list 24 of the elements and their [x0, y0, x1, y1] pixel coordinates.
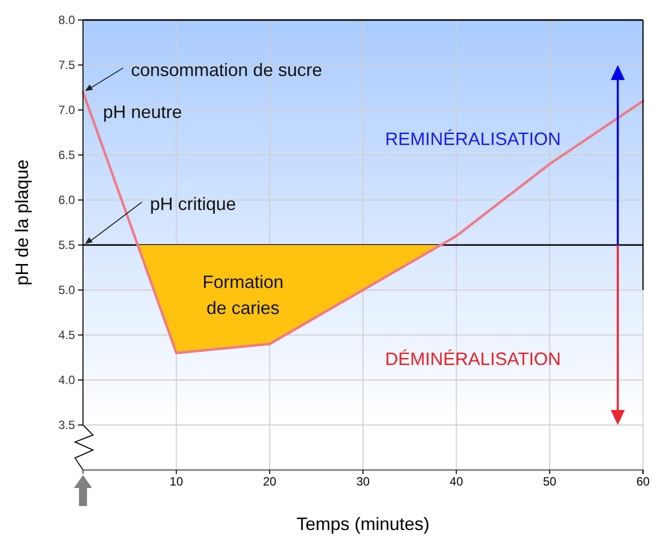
annotation: pH critique	[150, 194, 236, 214]
x-tick-label: 50	[542, 474, 557, 489]
annotation: Formation de caries	[202, 272, 284, 318]
x-axis-title: Temps (minutes)	[296, 514, 430, 534]
y-axis-title: pH de la plaque	[12, 159, 32, 286]
y-tick-label: 4.0	[58, 372, 76, 387]
y-tick-label: 5.5	[58, 238, 76, 252]
x-tick-label: 10	[170, 474, 184, 489]
y-tick-label: 4.5	[58, 328, 76, 342]
y-tick-label: 5.0	[58, 282, 76, 297]
x-tick-label: 40	[450, 474, 464, 489]
x-tick-label: 60	[636, 474, 650, 489]
y-tick-label: 8.0	[58, 12, 76, 27]
annotation: REMINÉRALISATION	[385, 129, 561, 149]
annotation: consommation de sucre	[131, 60, 322, 80]
y-tick-label: 7.0	[58, 102, 76, 117]
y-tick-label: 6.5	[58, 148, 76, 162]
annotation: DÉMINÉRALISATION	[385, 349, 561, 369]
x-tick-label: 30	[356, 474, 370, 489]
annotation: pH neutre	[103, 102, 182, 122]
x-tick-label: 20	[262, 474, 277, 489]
y-tick-label: 7.5	[58, 58, 76, 72]
y-tick-label: 3.5	[58, 418, 76, 432]
y-tick-label: 6.0	[58, 192, 76, 207]
